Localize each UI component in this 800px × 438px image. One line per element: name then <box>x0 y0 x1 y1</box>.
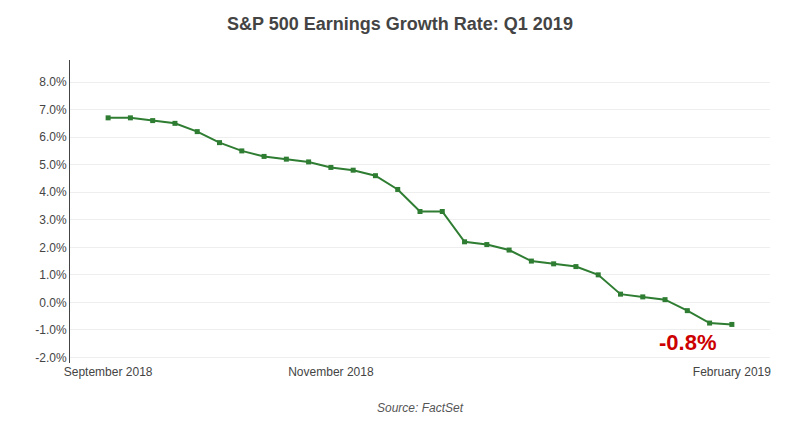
svg-text:-1.0%: -1.0% <box>35 323 67 337</box>
svg-text:5.0%: 5.0% <box>39 158 67 172</box>
svg-text:6.0%: 6.0% <box>39 130 67 144</box>
svg-text:S&P 500 Earnings Growth Rate:: S&P 500 Earnings Growth Rate: Q1 2019 <box>227 14 573 34</box>
svg-text:Source: FactSet: Source: FactSet <box>377 401 464 415</box>
svg-text:September 2018: September 2018 <box>64 365 153 379</box>
svg-text:2.0%: 2.0% <box>39 241 67 255</box>
svg-text:8.0%: 8.0% <box>39 75 67 89</box>
svg-text:-2.0%: -2.0% <box>35 351 67 365</box>
svg-text:7.0%: 7.0% <box>39 103 67 117</box>
svg-text:February 2019: February 2019 <box>693 365 771 379</box>
svg-text:0.0%: 0.0% <box>39 296 67 310</box>
svg-text:4.0%: 4.0% <box>39 185 67 199</box>
svg-text:1.0%: 1.0% <box>39 268 67 282</box>
svg-text:-0.8%: -0.8% <box>659 330 716 355</box>
svg-text:3.0%: 3.0% <box>39 213 67 227</box>
svg-text:November 2018: November 2018 <box>288 365 374 379</box>
